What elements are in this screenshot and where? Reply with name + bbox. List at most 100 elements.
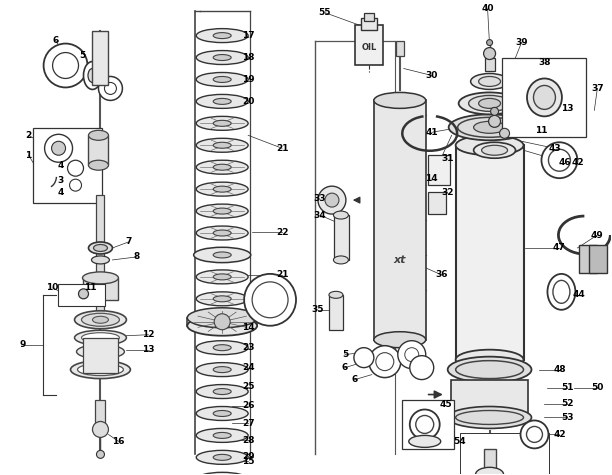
- Ellipse shape: [456, 361, 523, 379]
- Ellipse shape: [213, 120, 231, 126]
- Ellipse shape: [76, 345, 124, 359]
- Ellipse shape: [89, 130, 108, 140]
- Ellipse shape: [213, 230, 231, 236]
- Circle shape: [318, 186, 346, 214]
- Circle shape: [105, 83, 116, 95]
- Text: 36: 36: [436, 270, 448, 279]
- Ellipse shape: [527, 78, 562, 116]
- Bar: [402, 399, 453, 449]
- Text: 23: 23: [242, 343, 255, 352]
- Ellipse shape: [213, 208, 231, 214]
- Ellipse shape: [89, 160, 108, 170]
- Text: 45: 45: [439, 400, 452, 409]
- Ellipse shape: [480, 470, 499, 475]
- Text: 39: 39: [515, 38, 528, 47]
- Text: 31: 31: [441, 154, 454, 163]
- Ellipse shape: [213, 455, 231, 460]
- Circle shape: [45, 134, 73, 162]
- Bar: [580, 245, 597, 273]
- Circle shape: [78, 289, 89, 299]
- Bar: [460, 433, 550, 475]
- Ellipse shape: [447, 407, 531, 428]
- Ellipse shape: [196, 50, 248, 65]
- Text: 49: 49: [591, 230, 603, 239]
- Ellipse shape: [213, 164, 231, 170]
- Ellipse shape: [374, 332, 426, 348]
- Ellipse shape: [196, 362, 248, 377]
- Ellipse shape: [548, 274, 575, 310]
- Text: 51: 51: [561, 383, 573, 392]
- Ellipse shape: [75, 330, 127, 345]
- Bar: [364, 13, 374, 20]
- Circle shape: [369, 346, 401, 378]
- Ellipse shape: [89, 242, 113, 254]
- Ellipse shape: [75, 311, 127, 329]
- Ellipse shape: [213, 33, 231, 38]
- Text: 30: 30: [425, 71, 438, 80]
- Circle shape: [542, 142, 577, 178]
- Ellipse shape: [416, 416, 434, 433]
- Bar: [396, 40, 404, 56]
- Ellipse shape: [70, 361, 130, 379]
- Circle shape: [488, 115, 501, 127]
- Ellipse shape: [196, 472, 248, 475]
- Text: 43: 43: [548, 144, 561, 153]
- Text: 32: 32: [441, 188, 454, 197]
- Text: 48: 48: [553, 365, 565, 374]
- Ellipse shape: [92, 316, 108, 323]
- Text: 35: 35: [312, 305, 324, 314]
- Text: 17: 17: [242, 31, 255, 40]
- Bar: [32, 128, 102, 203]
- Text: 26: 26: [242, 401, 255, 410]
- Ellipse shape: [213, 274, 231, 280]
- Text: 28: 28: [242, 436, 255, 445]
- Circle shape: [53, 53, 78, 78]
- Text: 41: 41: [425, 128, 438, 137]
- Ellipse shape: [196, 341, 248, 355]
- Text: 6: 6: [53, 36, 59, 45]
- Ellipse shape: [213, 98, 231, 104]
- Ellipse shape: [472, 451, 507, 463]
- Ellipse shape: [196, 226, 248, 240]
- Text: 37: 37: [591, 84, 603, 93]
- Circle shape: [376, 352, 394, 370]
- Bar: [361, 18, 377, 29]
- Circle shape: [487, 39, 493, 46]
- Ellipse shape: [81, 314, 119, 326]
- Ellipse shape: [196, 28, 248, 43]
- Ellipse shape: [213, 432, 231, 438]
- Ellipse shape: [474, 121, 506, 133]
- Ellipse shape: [472, 468, 507, 475]
- Text: 24: 24: [242, 363, 255, 372]
- Circle shape: [398, 341, 426, 369]
- Circle shape: [354, 348, 374, 368]
- Ellipse shape: [196, 73, 248, 86]
- Ellipse shape: [474, 142, 515, 158]
- Ellipse shape: [83, 272, 119, 284]
- Ellipse shape: [196, 428, 248, 442]
- Ellipse shape: [480, 454, 499, 461]
- Ellipse shape: [196, 385, 248, 399]
- Text: 6: 6: [341, 363, 348, 372]
- Circle shape: [483, 48, 496, 59]
- Ellipse shape: [196, 270, 248, 284]
- Text: 33: 33: [314, 194, 326, 203]
- Text: 5: 5: [341, 350, 348, 359]
- Ellipse shape: [213, 252, 231, 258]
- Bar: [456, 145, 523, 360]
- Text: 53: 53: [561, 413, 573, 422]
- Ellipse shape: [196, 407, 248, 420]
- Ellipse shape: [88, 68, 97, 83]
- Ellipse shape: [469, 95, 510, 111]
- Ellipse shape: [213, 142, 231, 148]
- Ellipse shape: [187, 316, 257, 336]
- Circle shape: [252, 282, 288, 318]
- Text: 1: 1: [26, 151, 32, 160]
- Text: 47: 47: [553, 244, 566, 253]
- Text: 3: 3: [58, 176, 64, 185]
- Bar: [485, 57, 494, 71]
- Ellipse shape: [91, 256, 110, 264]
- Ellipse shape: [410, 409, 439, 439]
- Text: 21: 21: [276, 144, 288, 153]
- Circle shape: [325, 193, 339, 207]
